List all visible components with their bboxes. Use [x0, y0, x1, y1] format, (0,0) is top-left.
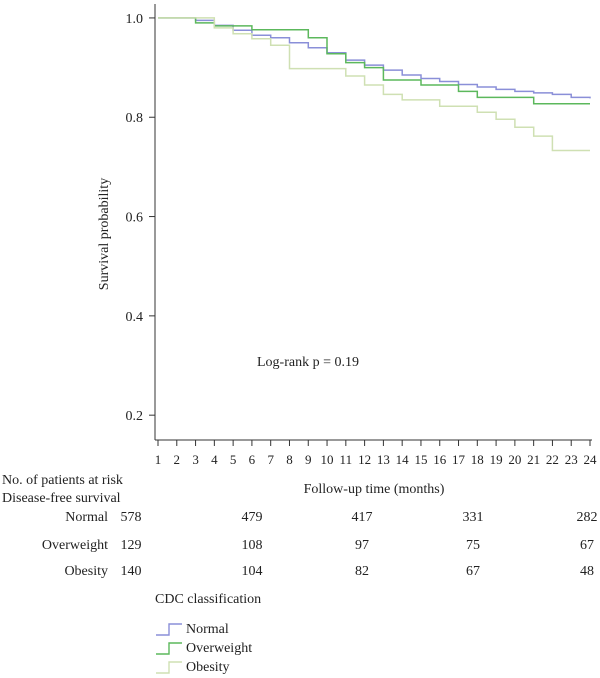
risk-value: 108: [241, 538, 263, 553]
logrank-annotation: Log-rank p = 0.19: [257, 355, 359, 370]
risk-label: Normal: [65, 510, 108, 525]
y-tick-label: 0.4: [126, 310, 144, 325]
x-tick-label: 15: [414, 452, 427, 467]
legend-label: Obesity: [186, 660, 230, 675]
x-tick-label: 18: [471, 452, 484, 467]
legend-swatch: [156, 623, 182, 636]
legend-label: Overweight: [186, 641, 253, 656]
x-tick-label: 10: [321, 452, 334, 467]
x-tick-label: 14: [396, 452, 410, 467]
y-tick-label: 0.8: [126, 111, 144, 126]
x-tick-label: 23: [565, 452, 578, 467]
y-tick-label: 1.0: [126, 12, 144, 27]
y-tick-label: 0.2: [126, 409, 144, 424]
x-tick-label: 5: [230, 452, 237, 467]
y-tick-label: 0.6: [126, 211, 144, 226]
x-tick-label: 7: [267, 452, 274, 467]
risk-value: 140: [120, 564, 142, 579]
x-tick-label: 11: [340, 452, 353, 467]
x-tick-label: 8: [286, 452, 293, 467]
x-tick-label: 24: [584, 452, 598, 467]
x-tick-label: 19: [490, 452, 503, 467]
x-tick-label: 3: [192, 452, 199, 467]
risk-value: 129: [120, 538, 142, 553]
x-tick-label: 6: [249, 452, 256, 467]
x-tick-label: 20: [508, 452, 521, 467]
km-chart: 0.20.40.60.81.01 2 3 4 5 6 7 8 9 10 11 12 13 14 15 16 17…: [97, 4, 598, 497]
risk-value: 48: [580, 564, 594, 579]
x-tick-label: 13: [377, 452, 390, 467]
risk-value: 67: [466, 564, 480, 579]
x-tick-label: 12: [358, 452, 371, 467]
risk-row-obesity: Obesity 140 104 82 67 48: [0, 564, 600, 584]
risk-table-subheader: Disease-free survival: [2, 491, 121, 506]
x-tick-label: 1: [155, 452, 162, 467]
x-tick-label: 17: [452, 452, 466, 467]
risk-value: 97: [355, 538, 369, 553]
x-tick-label: 2: [174, 452, 181, 467]
x-tick-label: 21: [527, 452, 540, 467]
risk-value: 282: [576, 510, 598, 525]
risk-value: 82: [355, 564, 369, 579]
x-axis-label: Follow-up time (months): [304, 482, 445, 497]
series-line-obesity: [158, 17, 590, 152]
risk-value: 417: [351, 510, 373, 525]
x-tick-label: 4: [211, 452, 218, 467]
risk-value: 331: [462, 510, 484, 525]
risk-value: 578: [120, 510, 142, 525]
series-line-normal: [158, 17, 591, 99]
legend-label: Normal: [186, 622, 229, 637]
x-tick-label: 9: [305, 452, 312, 467]
x-tick-label: 16: [433, 452, 447, 467]
risk-value: 67: [580, 538, 594, 553]
legend-swatch: [156, 642, 182, 655]
legend-swatch: [156, 661, 182, 674]
risk-label: Obesity: [64, 564, 108, 579]
x-tick-label: 22: [546, 452, 559, 467]
series-line-overweight: [158, 17, 590, 105]
risk-label: Overweight: [41, 538, 108, 553]
y-axis-label: Survival probability: [97, 178, 112, 290]
risk-row-overweight: Overweight 129 108 97 75 67: [0, 538, 600, 558]
risk-table-header: No. of patients at risk: [2, 473, 123, 488]
risk-row-normal: Normal 578 479 417 331 282: [0, 510, 600, 530]
legend-title: CDC classification: [155, 592, 262, 607]
risk-value: 104: [241, 564, 263, 579]
risk-value: 75: [466, 538, 480, 553]
risk-value: 479: [241, 510, 263, 525]
